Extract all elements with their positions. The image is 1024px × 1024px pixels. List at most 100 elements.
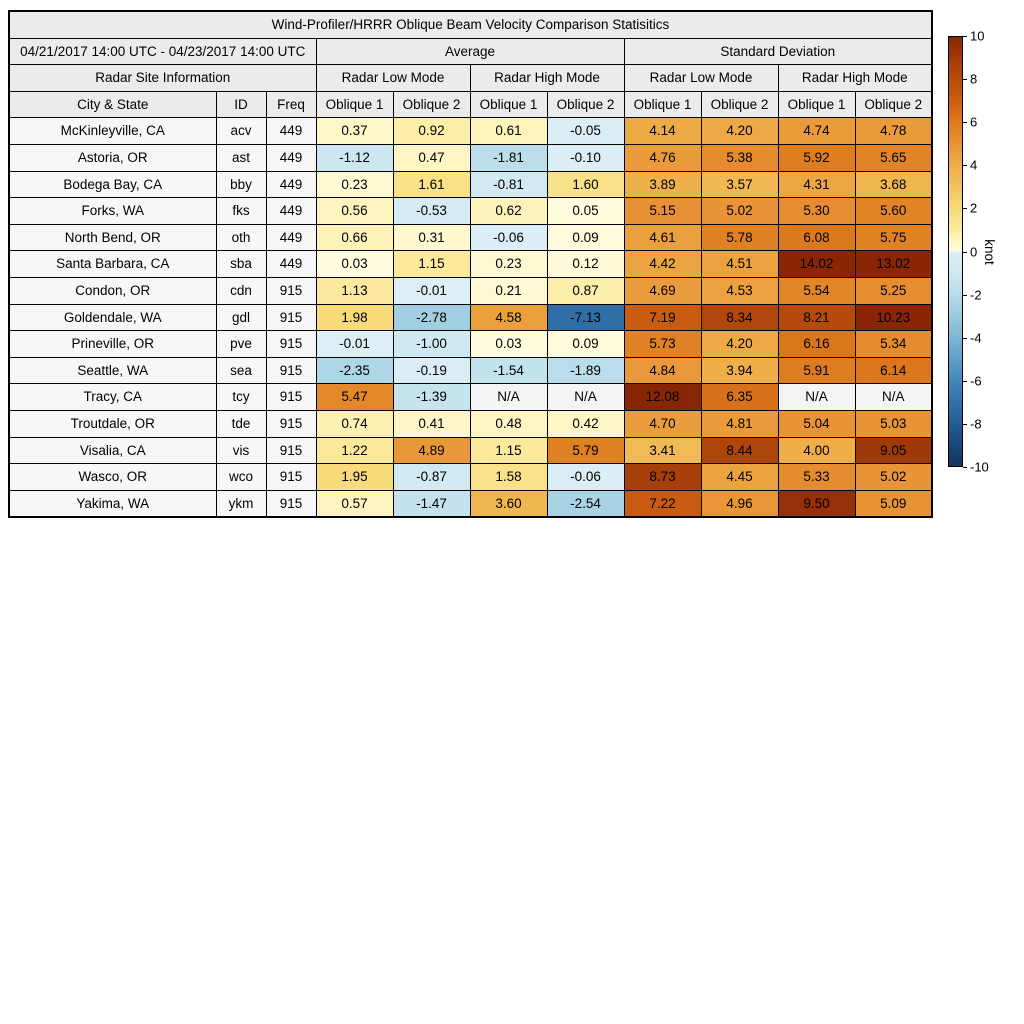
value-cell: 5.30: [777, 197, 856, 225]
value-cell-na: N/A: [546, 383, 625, 411]
value-cell: 1.95: [315, 463, 394, 491]
table-row: Astoria, OR ast 449 -1.12 0.47 -1.81 -0.10 4.76…: [8, 143, 933, 172]
col-header-5: Oblique 1: [469, 90, 548, 119]
value-cell: 4.81: [700, 409, 779, 438]
value-cell: -0.19: [392, 356, 471, 385]
city-cell: Bodega Bay, CA: [8, 170, 217, 199]
col-header-8: Oblique 2: [700, 90, 779, 119]
mode-row: Radar Site Information Radar Low Mode Ra…: [8, 64, 933, 92]
value-cell: -1.89: [546, 356, 625, 385]
table-row: Forks, WA fks 449 0.56 -0.53 0.62 0.05 5.15 5.02…: [8, 197, 933, 225]
site-info-header: Radar Site Information: [8, 64, 317, 92]
value-cell: 3.60: [469, 489, 548, 518]
value-cell: -1.81: [469, 143, 548, 172]
site-id-cell: tcy: [215, 383, 267, 411]
value-cell: 4.20: [700, 330, 779, 358]
colorbar-tick-label: 2: [970, 200, 978, 216]
site-id-cell: wco: [215, 463, 267, 491]
colorbar-tick: [963, 294, 967, 296]
value-cell: 1.13: [315, 276, 394, 305]
value-cell: 1.98: [315, 303, 394, 332]
value-cell: -0.06: [546, 463, 625, 491]
value-cell: 0.66: [315, 223, 394, 252]
col-header-3: Oblique 1: [315, 90, 394, 119]
value-cell: 13.02: [854, 250, 933, 278]
city-cell: Goldendale, WA: [8, 303, 217, 332]
section-standard-deviation: Standard Deviation: [623, 37, 933, 66]
title-row: Wind-Profiler/HRRR Oblique Beam Velocity…: [8, 10, 933, 39]
table-row: Santa Barbara, CA sba 449 0.03 1.15 0.23 0.12 4…: [8, 250, 933, 278]
value-cell: 9.05: [854, 436, 933, 465]
value-cell: 3.94: [700, 356, 779, 385]
value-cell: 7.19: [623, 303, 702, 332]
value-cell: 4.70: [623, 409, 702, 438]
colorbar-tick: [963, 423, 967, 425]
section-average: Average: [315, 37, 625, 66]
avg-low-mode-header: Radar Low Mode: [315, 64, 471, 92]
freq-cell: 915: [265, 383, 317, 411]
colorbar-tick-label: 0: [970, 244, 978, 259]
value-cell: 5.02: [700, 197, 779, 225]
value-cell: 1.58: [469, 463, 548, 491]
value-cell: 6.16: [777, 330, 856, 358]
city-cell: Visalia, CA: [8, 436, 217, 465]
value-cell: -0.87: [392, 463, 471, 491]
table-row: Goldendale, WA gdl 915 1.98 -2.78 4.58 -7.13 7.…: [8, 303, 933, 332]
colorbar-tick: [963, 36, 967, 37]
value-cell: 9.50: [777, 489, 856, 518]
value-cell: 0.31: [392, 223, 471, 252]
city-cell: Seattle, WA: [8, 356, 217, 385]
value-cell: 0.61: [469, 117, 548, 145]
value-cell: -0.81: [469, 170, 548, 199]
table-row: Tracy, CA tcy 915 5.47 -1.39 N/A N/A 12.08 6.35 N…: [8, 383, 933, 411]
col-header-4: Oblique 2: [392, 90, 471, 119]
value-cell: 4.31: [777, 170, 856, 199]
value-cell: 6.14: [854, 356, 933, 385]
city-cell: North Bend, OR: [8, 223, 217, 252]
col-header-10: Oblique 2: [854, 90, 933, 119]
stats-table: Wind-Profiler/HRRR Oblique Beam Velocity…: [8, 10, 933, 519]
table-row: Condon, OR cdn 915 1.13 -0.01 0.21 0.87 4.69 4.5…: [8, 276, 933, 305]
city-cell: Condon, OR: [8, 276, 217, 305]
value-cell: 4.45: [700, 463, 779, 491]
value-cell: 5.03: [854, 409, 933, 438]
value-cell: -2.78: [392, 303, 471, 332]
value-cell: 4.51: [700, 250, 779, 278]
table-row: Prineville, OR pve 915 -0.01 -1.00 0.03 0.09 5.…: [8, 330, 933, 358]
avg-high-mode-header: Radar High Mode: [469, 64, 625, 92]
freq-cell: 915: [265, 356, 317, 385]
freq-cell: 449: [265, 170, 317, 199]
value-cell: 0.56: [315, 197, 394, 225]
colorbar-gradient: [948, 36, 963, 467]
value-cell: 5.92: [777, 143, 856, 172]
value-cell: 10.23: [854, 303, 933, 332]
colorbar-tick: [963, 380, 967, 382]
value-cell: 5.04: [777, 409, 856, 438]
value-cell: -1.47: [392, 489, 471, 518]
site-id-cell: gdl: [215, 303, 267, 332]
value-cell: 5.02: [854, 463, 933, 491]
freq-cell: 915: [265, 330, 317, 358]
site-id-cell: sba: [215, 250, 267, 278]
colorbar-tick: [963, 79, 967, 81]
value-cell: 5.33: [777, 463, 856, 491]
site-id-cell: acv: [215, 117, 267, 145]
value-cell: -1.00: [392, 330, 471, 358]
value-cell: 5.78: [700, 223, 779, 252]
col-header-9: Oblique 1: [777, 90, 856, 119]
value-cell: 0.03: [315, 250, 394, 278]
colorbar-tick-label: 8: [970, 71, 978, 87]
table-row: Yakima, WA ykm 915 0.57 -1.47 3.60 -2.54 7.22 4.…: [8, 489, 933, 518]
freq-cell: 915: [265, 276, 317, 305]
value-cell: -0.10: [546, 143, 625, 172]
value-cell: 3.41: [623, 436, 702, 465]
table-row: North Bend, OR oth 449 0.66 0.31 -0.06 0.09 4.6…: [8, 223, 933, 252]
value-cell: 4.53: [700, 276, 779, 305]
value-cell: 12.08: [623, 383, 702, 411]
col-header-2: Freq: [265, 90, 317, 119]
city-cell: Astoria, OR: [8, 143, 217, 172]
value-cell: 4.20: [700, 117, 779, 145]
value-cell: 4.61: [623, 223, 702, 252]
freq-cell: 915: [265, 463, 317, 491]
